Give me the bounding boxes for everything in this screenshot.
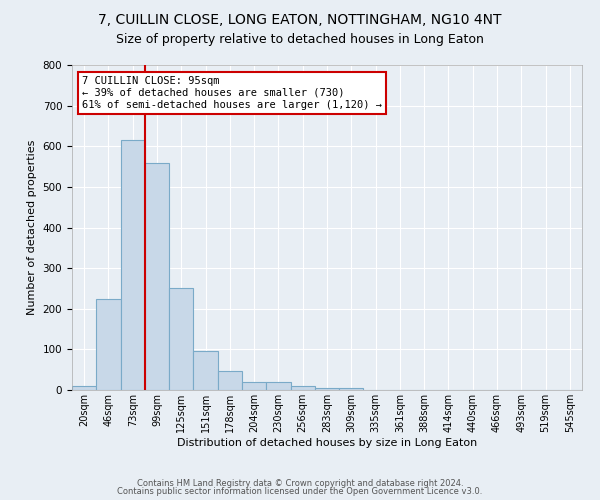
Bar — [96, 298, 121, 390]
Text: Contains HM Land Registry data © Crown copyright and database right 2024.: Contains HM Land Registry data © Crown c… — [137, 478, 463, 488]
Bar — [193, 352, 218, 390]
X-axis label: Distribution of detached houses by size in Long Eaton: Distribution of detached houses by size … — [177, 438, 477, 448]
Text: Size of property relative to detached houses in Long Eaton: Size of property relative to detached ho… — [116, 32, 484, 46]
Text: 7 CUILLIN CLOSE: 95sqm
← 39% of detached houses are smaller (730)
61% of semi-de: 7 CUILLIN CLOSE: 95sqm ← 39% of detached… — [82, 76, 382, 110]
Bar — [290, 386, 315, 390]
Bar — [266, 382, 290, 390]
Bar — [72, 386, 96, 390]
Bar — [242, 382, 266, 390]
Bar — [145, 162, 169, 390]
Text: 7, CUILLIN CLOSE, LONG EATON, NOTTINGHAM, NG10 4NT: 7, CUILLIN CLOSE, LONG EATON, NOTTINGHAM… — [98, 12, 502, 26]
Text: Contains public sector information licensed under the Open Government Licence v3: Contains public sector information licen… — [118, 487, 482, 496]
Bar — [121, 140, 145, 390]
Bar — [315, 388, 339, 390]
Bar — [218, 371, 242, 390]
Bar — [169, 288, 193, 390]
Bar — [339, 388, 364, 390]
Y-axis label: Number of detached properties: Number of detached properties — [27, 140, 37, 315]
